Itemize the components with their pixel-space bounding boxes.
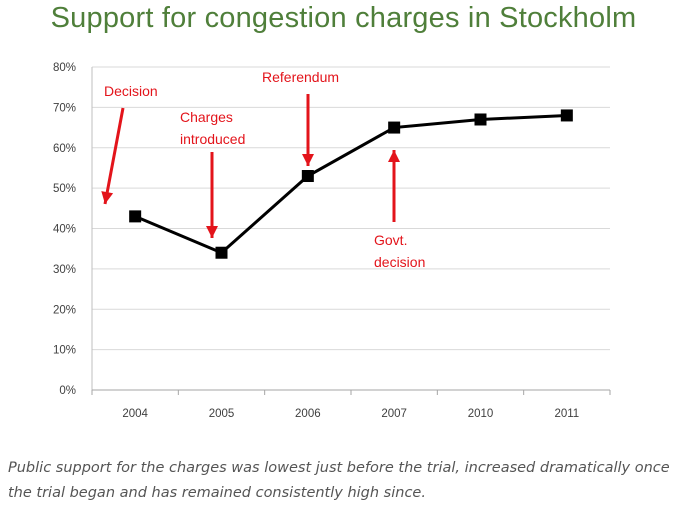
- y-tick-label: 0%: [59, 385, 76, 397]
- annotation-label: Charges: [180, 109, 233, 125]
- annotation-label: Decision: [104, 83, 158, 99]
- y-tick-label: 60%: [53, 143, 76, 155]
- x-tick-label: 2007: [381, 408, 407, 420]
- data-points: [129, 109, 573, 259]
- y-tick-label: 50%: [53, 183, 76, 195]
- annotation-label: Govt.: [374, 232, 407, 248]
- annotation-arrowhead: [206, 226, 218, 238]
- annotation-label: introduced: [180, 131, 245, 147]
- y-tick-label: 80%: [53, 62, 76, 74]
- y-tick-label: 40%: [53, 224, 76, 236]
- y-tick-label: 10%: [53, 345, 76, 357]
- axes: 0% 10% 20% 30% 40% 50% 60% 70% 80% 2004 2005 2006 20…: [53, 62, 611, 420]
- annotation-arrowhead: [302, 154, 314, 166]
- x-tick-label: 2010: [468, 408, 494, 420]
- x-tick-label: 2006: [295, 408, 321, 420]
- series-line-path: [134, 113, 567, 255]
- annotation-arrow: [103, 107, 125, 205]
- x-tick-label: 2004: [122, 408, 148, 420]
- y-tick-label: 30%: [53, 264, 76, 276]
- line-chart: 0% 10% 20% 30% 40% 50% 60% 70% 80% 2004 2005 2006 20…: [53, 62, 611, 420]
- annotation-label: Referendum: [262, 69, 339, 85]
- annotations: Decision Charges introduced Referendum Govt.…: [101, 69, 425, 270]
- annotation-arrowhead: [388, 150, 400, 162]
- data-point: [215, 246, 228, 259]
- gridlines: [92, 66, 610, 351]
- x-tick-label: 2011: [554, 408, 579, 420]
- x-tick-label: 2005: [209, 408, 235, 420]
- data-point: [560, 109, 573, 122]
- annotation-arrowhead: [101, 191, 114, 204]
- y-tick-label: 70%: [53, 102, 76, 114]
- series-line: [134, 113, 567, 255]
- data-point: [388, 121, 401, 134]
- chart-title: Support for congestion charges in Stockh…: [50, 2, 637, 34]
- data-point: [129, 210, 142, 223]
- data-point: [474, 113, 487, 126]
- data-point: [301, 170, 314, 183]
- chart-caption: Public support for the charges was lowes…: [8, 460, 670, 501]
- annotation-label: decision: [374, 254, 425, 270]
- y-tick-label: 20%: [53, 304, 76, 316]
